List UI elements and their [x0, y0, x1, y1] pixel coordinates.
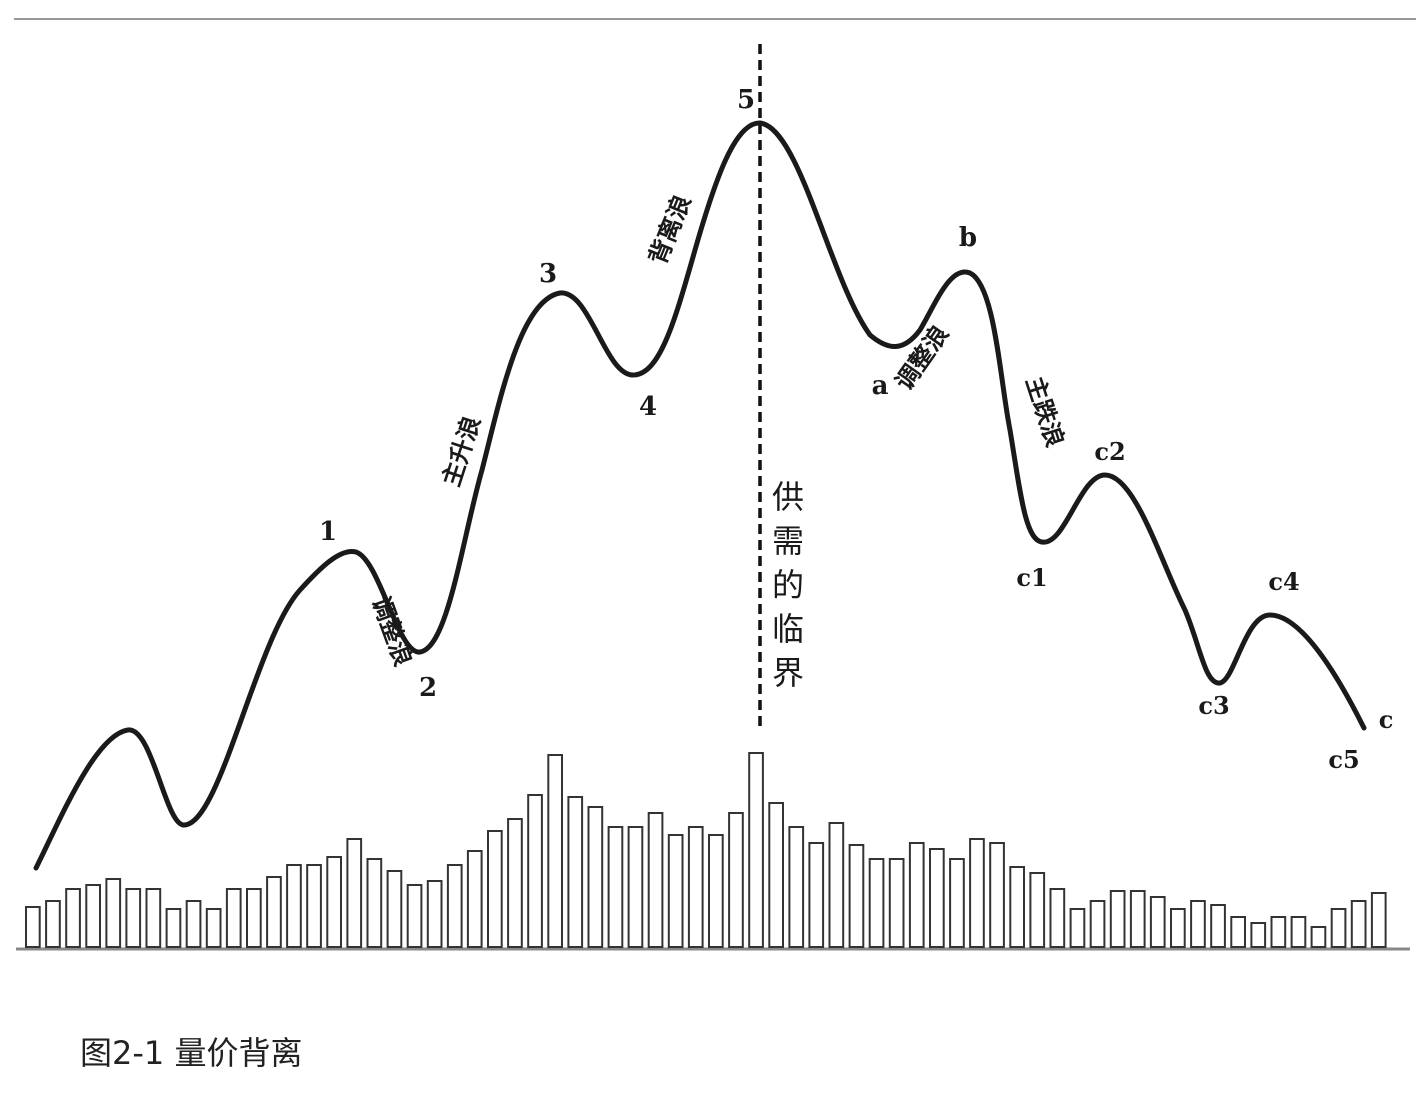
figure: 1 2 3 4 5 a b c1 c2 c3 c4 c5 c 调整浪 主升浪 背… — [14, 18, 1416, 951]
volume-bar — [1250, 922, 1267, 948]
volume-bar — [587, 806, 604, 948]
volume-bar — [145, 888, 162, 948]
volume-bar — [768, 802, 784, 948]
volume-bar — [185, 900, 202, 948]
volume-bar — [446, 864, 463, 948]
volume-bar — [607, 826, 624, 948]
volume-bar — [1089, 900, 1106, 948]
wave-label-c5: c5 — [1328, 745, 1359, 774]
volume-bar — [1290, 916, 1307, 948]
volume-bar — [547, 754, 563, 948]
figure-caption: 图2-1 量价背离 — [80, 1034, 303, 1072]
volume-bar — [667, 834, 684, 948]
volume-bar — [426, 880, 443, 948]
volume-bar — [266, 876, 282, 948]
volume-bar — [647, 812, 664, 948]
segment-label-correction-2: 调整浪 — [890, 320, 954, 395]
wave-label-3: 3 — [539, 259, 557, 289]
volume-bar — [1049, 888, 1066, 948]
volume-bar — [828, 822, 845, 948]
volume-bar — [527, 794, 543, 948]
volume-bar — [45, 900, 61, 948]
volume-bar — [507, 818, 523, 948]
volume-bar — [687, 826, 704, 948]
volume-bar — [165, 908, 182, 948]
segment-label-main-fall: 主跌浪 — [1020, 373, 1069, 450]
volume-bar — [225, 888, 242, 948]
volume-bar — [1330, 908, 1347, 948]
volume-bar — [326, 856, 342, 948]
volume-bar — [728, 812, 744, 948]
volume-bar — [929, 848, 945, 948]
volume-bar — [466, 850, 483, 948]
volume-bar — [949, 858, 965, 948]
volume-bar — [969, 838, 985, 948]
volume-bar — [125, 888, 142, 948]
volume-bar — [1129, 890, 1146, 948]
volume-bar — [105, 878, 122, 948]
volume-bar — [868, 858, 885, 948]
volume-bars — [25, 752, 1387, 948]
volume-bar — [25, 906, 41, 948]
wave-label-c2: c2 — [1094, 437, 1125, 466]
volume-bar — [1310, 926, 1327, 948]
wave-label-c: c — [1379, 705, 1394, 734]
volume-bar — [627, 826, 644, 948]
volume-bar — [808, 842, 825, 948]
volume-bar — [406, 884, 423, 948]
wave-label-c4: c4 — [1268, 567, 1299, 596]
wave-label-b: b — [959, 223, 977, 253]
volume-bar — [989, 842, 1005, 948]
volume-bar — [908, 842, 925, 948]
volume-bar — [1270, 916, 1287, 948]
wave-label-4: 4 — [639, 392, 657, 422]
volume-bar — [246, 888, 262, 948]
volume-bar — [1109, 890, 1126, 948]
volume-bar — [1069, 908, 1086, 948]
wave-label-a: a — [872, 371, 889, 401]
wave-label-c1: c1 — [1016, 563, 1047, 592]
wave-diagram: 1 2 3 4 5 a b c1 c2 c3 c4 c5 c 调整浪 主升浪 背… — [14, 18, 1416, 951]
wave-label-1: 1 — [319, 517, 337, 547]
volume-bar — [386, 870, 403, 948]
wave-label-2: 2 — [419, 673, 437, 703]
volume-bar — [487, 830, 503, 948]
volume-bar — [366, 858, 383, 948]
volume-bar — [1350, 900, 1367, 948]
volume-bar — [1029, 872, 1046, 948]
volume-bar — [85, 884, 102, 948]
wave-label-5: 5 — [737, 85, 755, 115]
volume-bar — [1009, 866, 1025, 948]
volume-bar — [708, 834, 724, 948]
volume-bar — [1230, 916, 1247, 948]
volume-bar — [748, 752, 764, 948]
volume-bar — [567, 796, 584, 948]
wave-label-c3: c3 — [1198, 691, 1229, 720]
volume-bar — [888, 858, 905, 948]
volume-bar — [1190, 900, 1206, 948]
volume-bar — [205, 908, 222, 948]
volume-bar — [1170, 908, 1186, 948]
segment-label-correction-1: 调整浪 — [366, 592, 417, 669]
volume-bar — [1210, 904, 1226, 948]
volume-bar — [788, 826, 805, 948]
volume-bar — [306, 864, 322, 948]
volume-bar — [848, 844, 865, 948]
volume-bar — [1149, 896, 1166, 948]
price-wave-curve — [33, 120, 1367, 871]
volume-bar — [65, 888, 81, 948]
volume-bar — [1370, 892, 1387, 948]
critical-line-label: 供需的临界 — [772, 478, 804, 692]
segment-label-divergence: 背离浪 — [644, 191, 697, 268]
volume-bar — [346, 838, 363, 948]
volume-bar — [286, 864, 302, 948]
